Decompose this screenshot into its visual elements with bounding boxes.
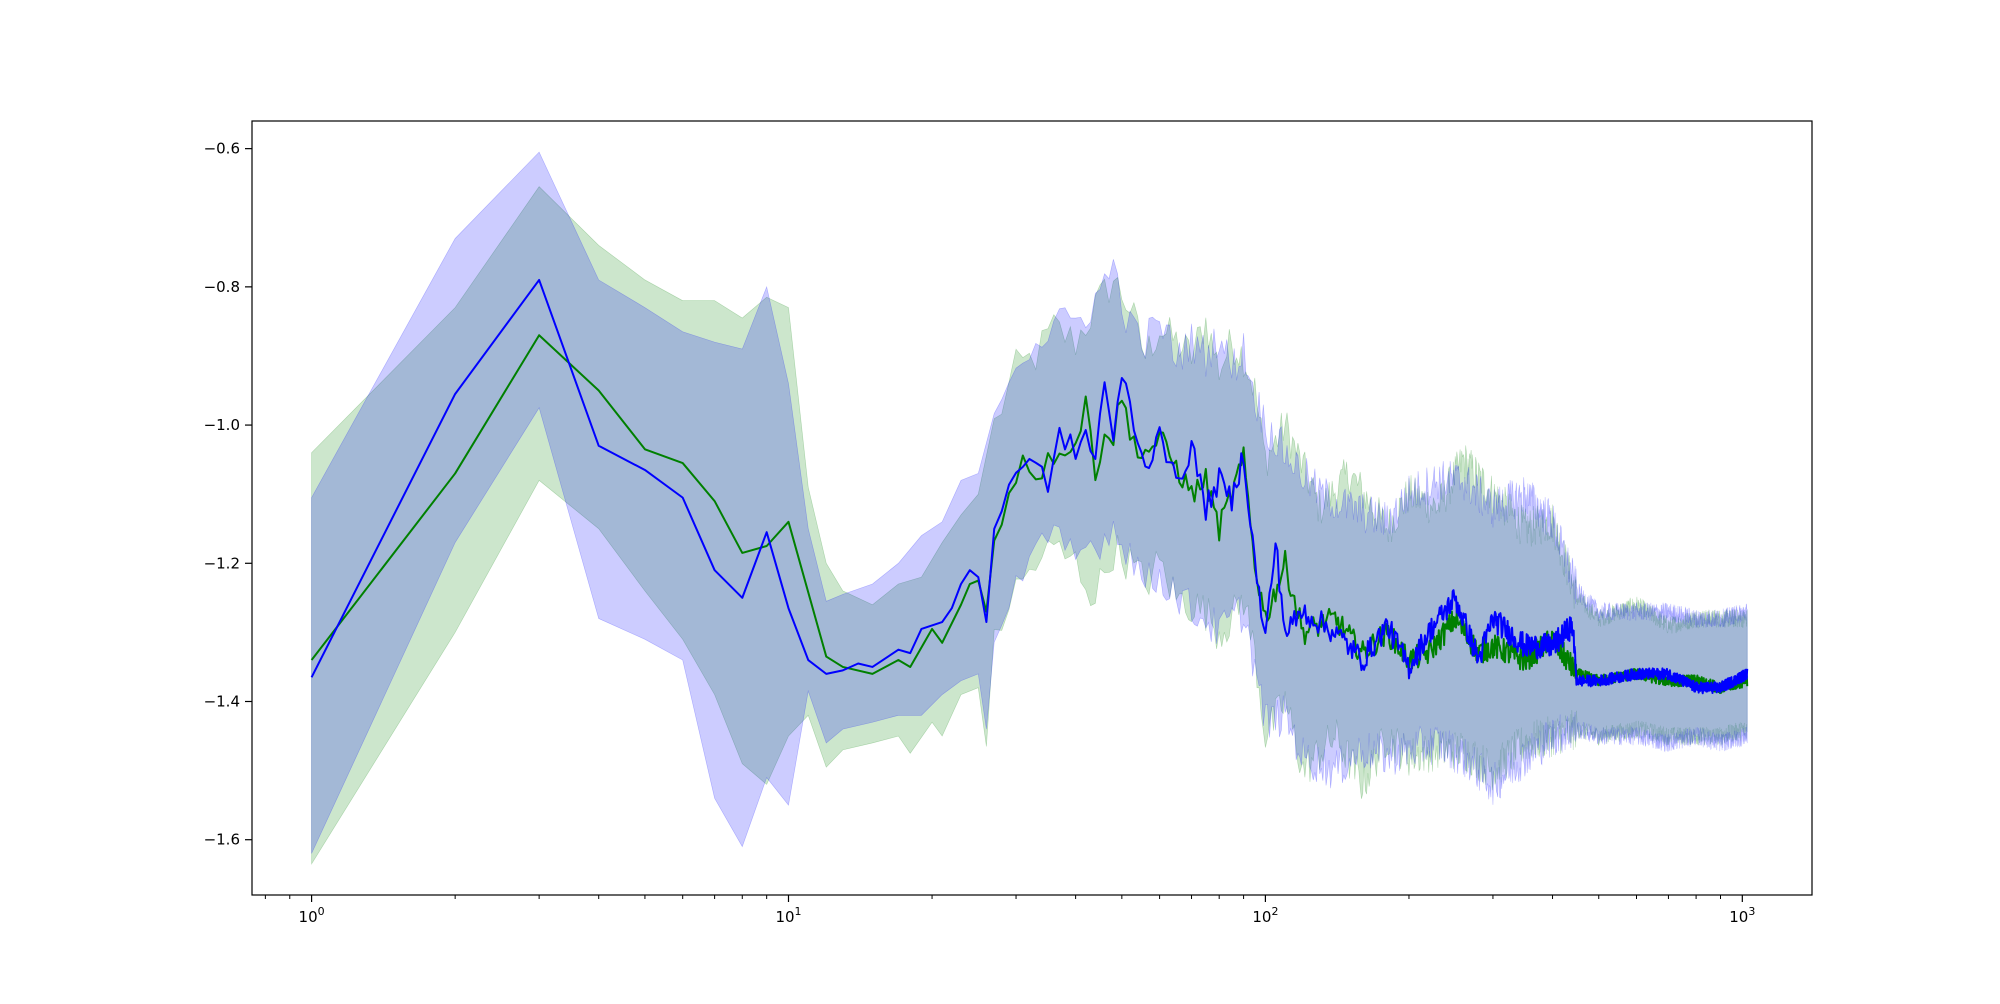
y-tick-label: −0.8 [204,278,240,296]
y-tick-label: −0.6 [204,140,240,158]
y-tick-label: −1.4 [204,693,240,711]
y-tick-label: −1.0 [204,416,240,434]
y-tick-label: −1.2 [204,554,240,572]
y-tick-label: −1.6 [204,831,240,849]
